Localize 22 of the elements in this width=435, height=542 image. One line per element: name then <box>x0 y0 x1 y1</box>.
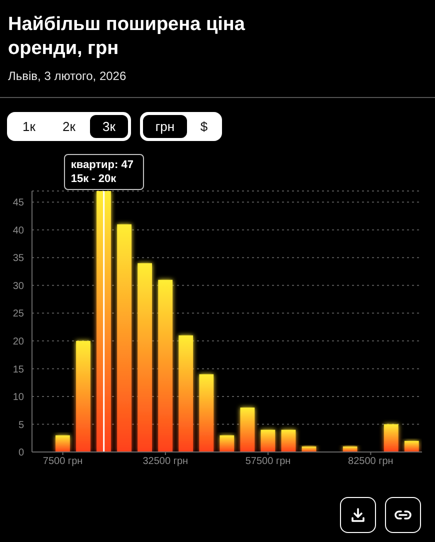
y-tick-label: 10 <box>12 392 24 404</box>
text: 1к <box>22 119 36 134</box>
y-tick-label: 45 <box>12 198 24 209</box>
text: грн <box>155 119 175 134</box>
annotation: квартир: 47 15к - 20к <box>70 158 134 186</box>
y-tick-label: 35 <box>12 253 24 264</box>
y-tick-label: 25 <box>12 308 24 320</box>
y-tick-label: 40 <box>12 225 24 236</box>
text: 2к <box>62 119 76 134</box>
x-tick-label: 7500 грн <box>42 456 83 468</box>
x-tick-label: 57500 грн <box>245 456 291 468</box>
x-tick-label: 32500 грн <box>142 456 188 468</box>
y-tick-label: 30 <box>12 280 24 292</box>
y-tick-label: 20 <box>12 336 24 348</box>
y-tick-label: 15 <box>12 364 24 376</box>
x-tick-label: 82500 грн <box>348 456 394 468</box>
y-tick-label: 5 <box>18 420 24 431</box>
chart-subtitle: Львів, 3 лютого, 2026 <box>8 69 126 83</box>
y-tick-label: 0 <box>18 448 24 459</box>
text: 3к <box>102 119 116 134</box>
text: $ <box>200 119 208 134</box>
chart-title: Найбільш поширена ціна оренди, грн <box>8 13 246 61</box>
